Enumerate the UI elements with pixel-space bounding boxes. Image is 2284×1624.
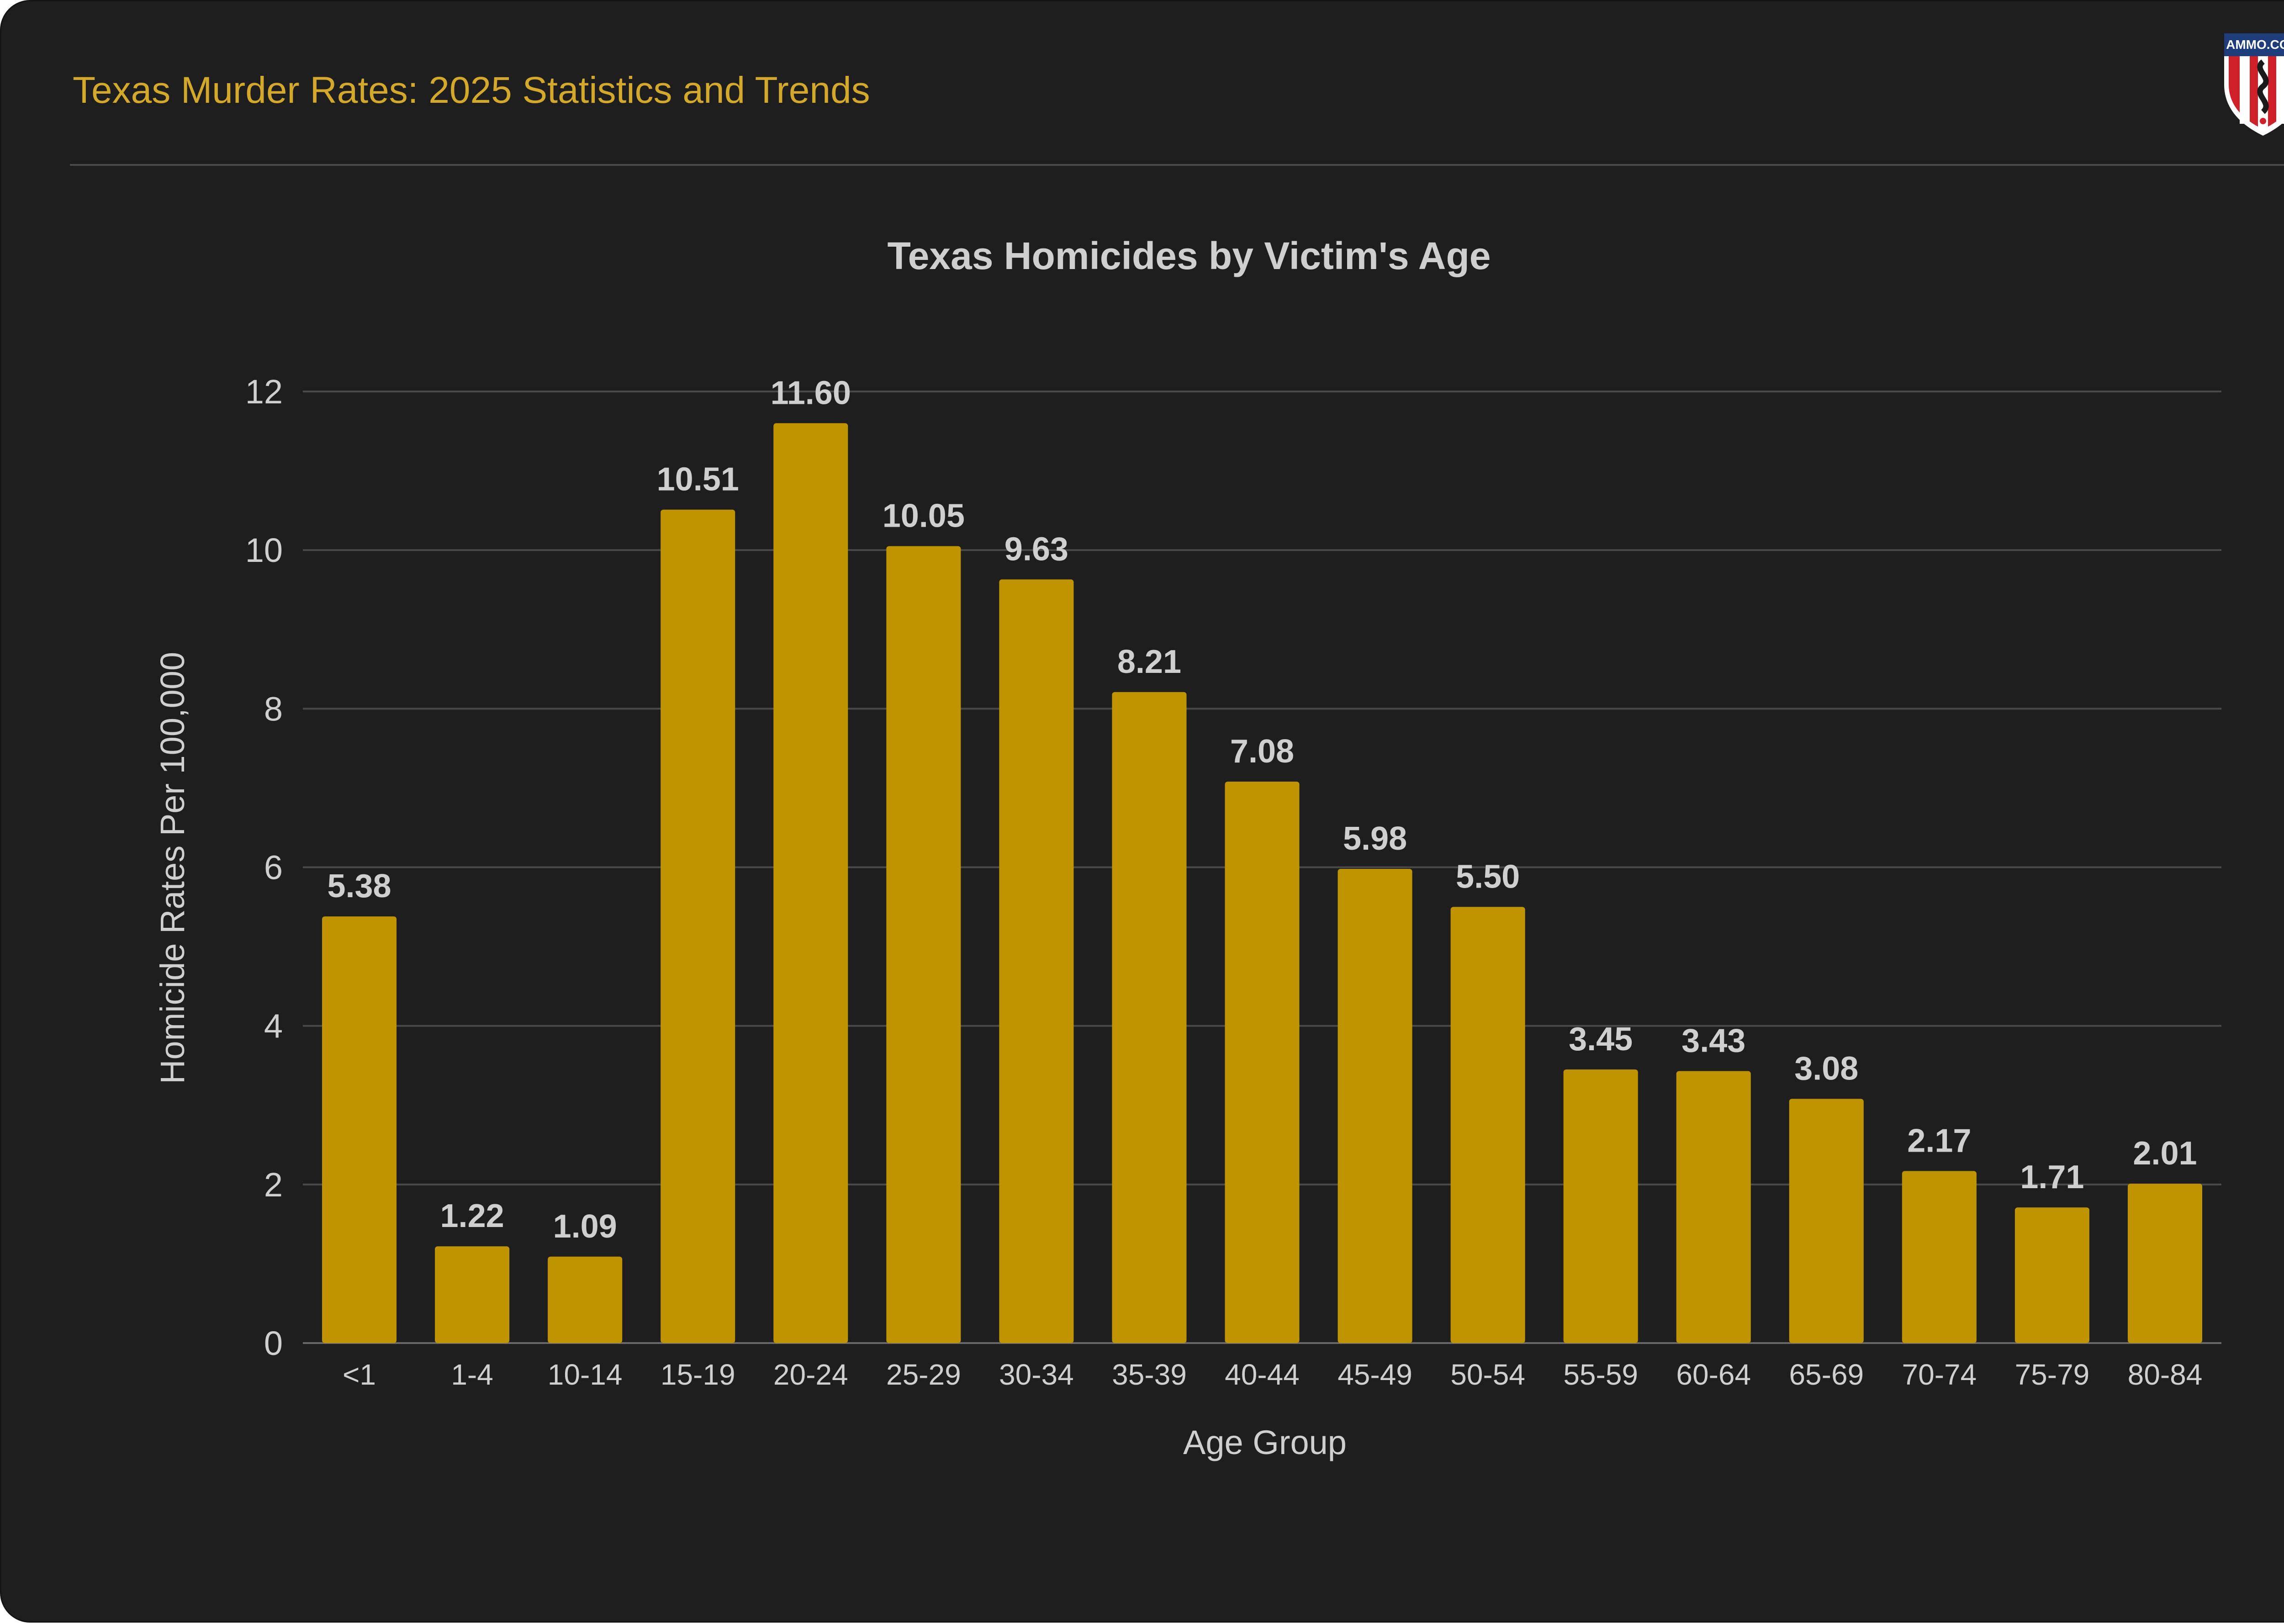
data-label: 5.50 xyxy=(1456,858,1520,895)
x-tick-label: 80-84 xyxy=(2128,1358,2203,1391)
x-tick-label: 15-19 xyxy=(661,1358,735,1391)
y-tick-label: 4 xyxy=(264,1007,283,1045)
y-axis-label: Homicide Rates Per 100,000 xyxy=(153,652,191,1084)
x-axis-label: Age Group xyxy=(1183,1423,1347,1461)
data-label: 3.43 xyxy=(1681,1023,1745,1059)
x-tick-label: 55-59 xyxy=(1563,1358,1638,1391)
ammo-logo: AMMO.COM xyxy=(2224,33,2284,136)
data-label: 1.09 xyxy=(553,1208,617,1245)
y-tick-label: 6 xyxy=(264,849,283,887)
bars xyxy=(322,423,2202,1343)
data-label: 3.08 xyxy=(1794,1050,1858,1087)
x-tick-label: 40-44 xyxy=(1225,1358,1300,1391)
data-label: 1.71 xyxy=(2020,1159,2084,1196)
data-label: 7.08 xyxy=(1230,733,1294,770)
bar xyxy=(773,423,848,1343)
x-tick-label: <1 xyxy=(343,1358,376,1391)
bar xyxy=(1225,782,1300,1343)
data-label: 2.01 xyxy=(2133,1135,2197,1172)
x-tick-label: 75-79 xyxy=(2015,1358,2090,1391)
y-tick-label: 12 xyxy=(245,373,283,411)
data-label: 2.17 xyxy=(1907,1122,1971,1159)
tick-labels: 0 2 4 6 8 10 12 <1 1-4 10-14 15-19 20-24 25-29 30-34 3… xyxy=(245,373,2203,1391)
page-title: Texas Murder Rates: 2025 Statistics and … xyxy=(73,69,870,111)
x-tick-label: 50-54 xyxy=(1450,1358,1525,1391)
y-tick-label: 8 xyxy=(264,690,283,728)
bar xyxy=(1902,1171,1977,1343)
data-label: 5.98 xyxy=(1343,820,1407,857)
x-tick-label: 35-39 xyxy=(1112,1358,1187,1391)
y-tick-label: 2 xyxy=(264,1166,283,1204)
chart-title: Texas Homicides by Victim's Age xyxy=(888,234,1491,277)
data-label: 10.05 xyxy=(883,497,965,534)
bar xyxy=(2014,1207,2089,1343)
bar xyxy=(1112,692,1187,1343)
bar xyxy=(1676,1071,1751,1343)
data-label: 10.51 xyxy=(657,461,739,498)
bar xyxy=(2127,1184,2202,1343)
x-tick-label: 65-69 xyxy=(1789,1358,1864,1391)
bar xyxy=(886,546,961,1343)
bar xyxy=(661,509,735,1343)
data-label: 11.60 xyxy=(771,375,851,411)
logo-text: AMMO.COM xyxy=(2226,37,2284,52)
data-label: 5.38 xyxy=(327,868,391,905)
bar xyxy=(1563,1069,1638,1343)
x-tick-label: 1-4 xyxy=(451,1358,493,1391)
data-labels: 5.38 1.22 1.09 10.51 11.60 10.05 9.63 8.21 7.08 5… xyxy=(327,375,2197,1244)
header-divider xyxy=(70,164,2284,166)
x-tick-label: 25-29 xyxy=(886,1358,961,1391)
bar xyxy=(999,579,1074,1343)
data-label: 3.45 xyxy=(1569,1021,1633,1058)
x-tick-label: 70-74 xyxy=(1902,1358,1977,1391)
bar xyxy=(435,1246,510,1343)
x-tick-label: 10-14 xyxy=(548,1358,623,1391)
x-tick-label: 20-24 xyxy=(773,1358,848,1391)
x-tick-label: 30-34 xyxy=(999,1358,1074,1391)
bar xyxy=(322,916,397,1343)
x-tick-label: 60-64 xyxy=(1676,1358,1751,1391)
y-tick-label: 0 xyxy=(264,1324,283,1362)
bar xyxy=(1338,868,1412,1343)
data-label: 1.22 xyxy=(440,1198,504,1234)
bar xyxy=(548,1256,623,1343)
bar xyxy=(1450,907,1525,1343)
y-tick-label: 10 xyxy=(245,531,283,569)
bar xyxy=(1789,1099,1864,1343)
data-label: 9.63 xyxy=(1005,531,1068,567)
data-label: 8.21 xyxy=(1117,644,1181,680)
x-tick-label: 45-49 xyxy=(1338,1358,1412,1391)
